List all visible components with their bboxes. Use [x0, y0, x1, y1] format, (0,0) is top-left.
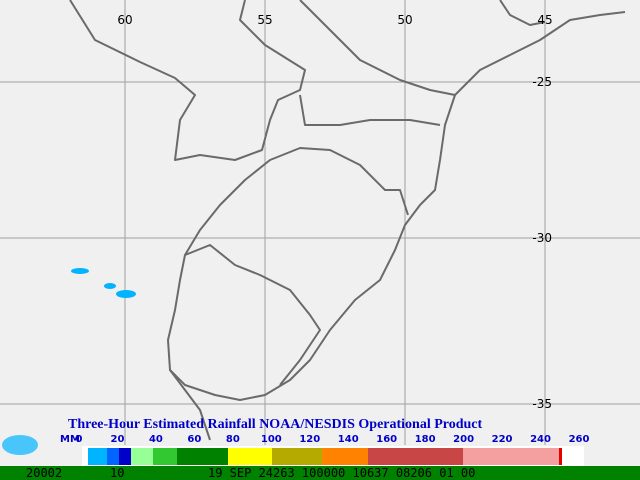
scale-label: 60 [187, 434, 201, 445]
color-swatch [88, 448, 107, 465]
scale-label: 200 [453, 434, 474, 445]
graticule [0, 0, 640, 445]
scale-label: 220 [492, 434, 513, 445]
coastline [167, 94, 456, 401]
color-swatch [153, 448, 177, 465]
longitude-label: 45 [537, 13, 552, 27]
longitude-label: 60 [117, 13, 132, 27]
scale-label: 0 [76, 434, 83, 445]
coastlines-borders [69, 0, 626, 441]
footer-bar [0, 466, 640, 480]
color-swatch [322, 448, 368, 465]
latitude-label: -30 [532, 231, 552, 245]
footer-count: 10 [110, 466, 124, 480]
footer-info: 19 SEP 24263 100000 10637 08206 01 00 [208, 466, 475, 480]
scale-label: 240 [530, 434, 551, 445]
scale-labels: 0 20 40 60 80 100 120 140 160 180 200 220 240 260 [76, 434, 590, 445]
color-swatch [463, 448, 560, 465]
color-swatch [272, 448, 322, 465]
border [184, 244, 321, 386]
rain-patches [2, 268, 136, 455]
scale-label: 260 [569, 434, 590, 445]
scale-label: 160 [376, 434, 397, 445]
color-swatch [368, 448, 463, 465]
border [69, 0, 306, 161]
footer-id: 20002 [26, 466, 62, 480]
latitude-label: -25 [532, 75, 552, 89]
scale-label: 140 [338, 434, 359, 445]
legend-unit: MM [60, 434, 80, 445]
color-swatch [228, 448, 272, 465]
scale-label: 40 [149, 434, 163, 445]
rain-patch [71, 268, 89, 274]
border [299, 94, 441, 126]
border [499, 0, 546, 26]
coastline [169, 369, 211, 441]
scale-label: 120 [299, 434, 320, 445]
scale-label: 100 [261, 434, 282, 445]
color-swatch [131, 448, 153, 465]
color-swatch [107, 448, 119, 465]
longitude-label: 50 [397, 13, 412, 27]
scale-label: 20 [111, 434, 125, 445]
legend-title: Three-Hour Estimated Rainfall NOAA/NESDI… [68, 417, 483, 432]
scale-label: 180 [415, 434, 436, 445]
rain-patch [104, 283, 116, 289]
longitude-label: 55 [257, 13, 272, 27]
color-swatch [119, 448, 131, 465]
color-swatch [559, 448, 562, 465]
latitude-label: -35 [532, 397, 552, 411]
rain-patch [116, 290, 136, 298]
rain-patch [2, 435, 38, 455]
border [299, 0, 626, 96]
color-bar [82, 446, 584, 466]
scale-label: 80 [226, 434, 240, 445]
grid-labels: 60 55 50 45 -25 -30 -35 [117, 13, 552, 411]
color-swatch [177, 448, 228, 465]
